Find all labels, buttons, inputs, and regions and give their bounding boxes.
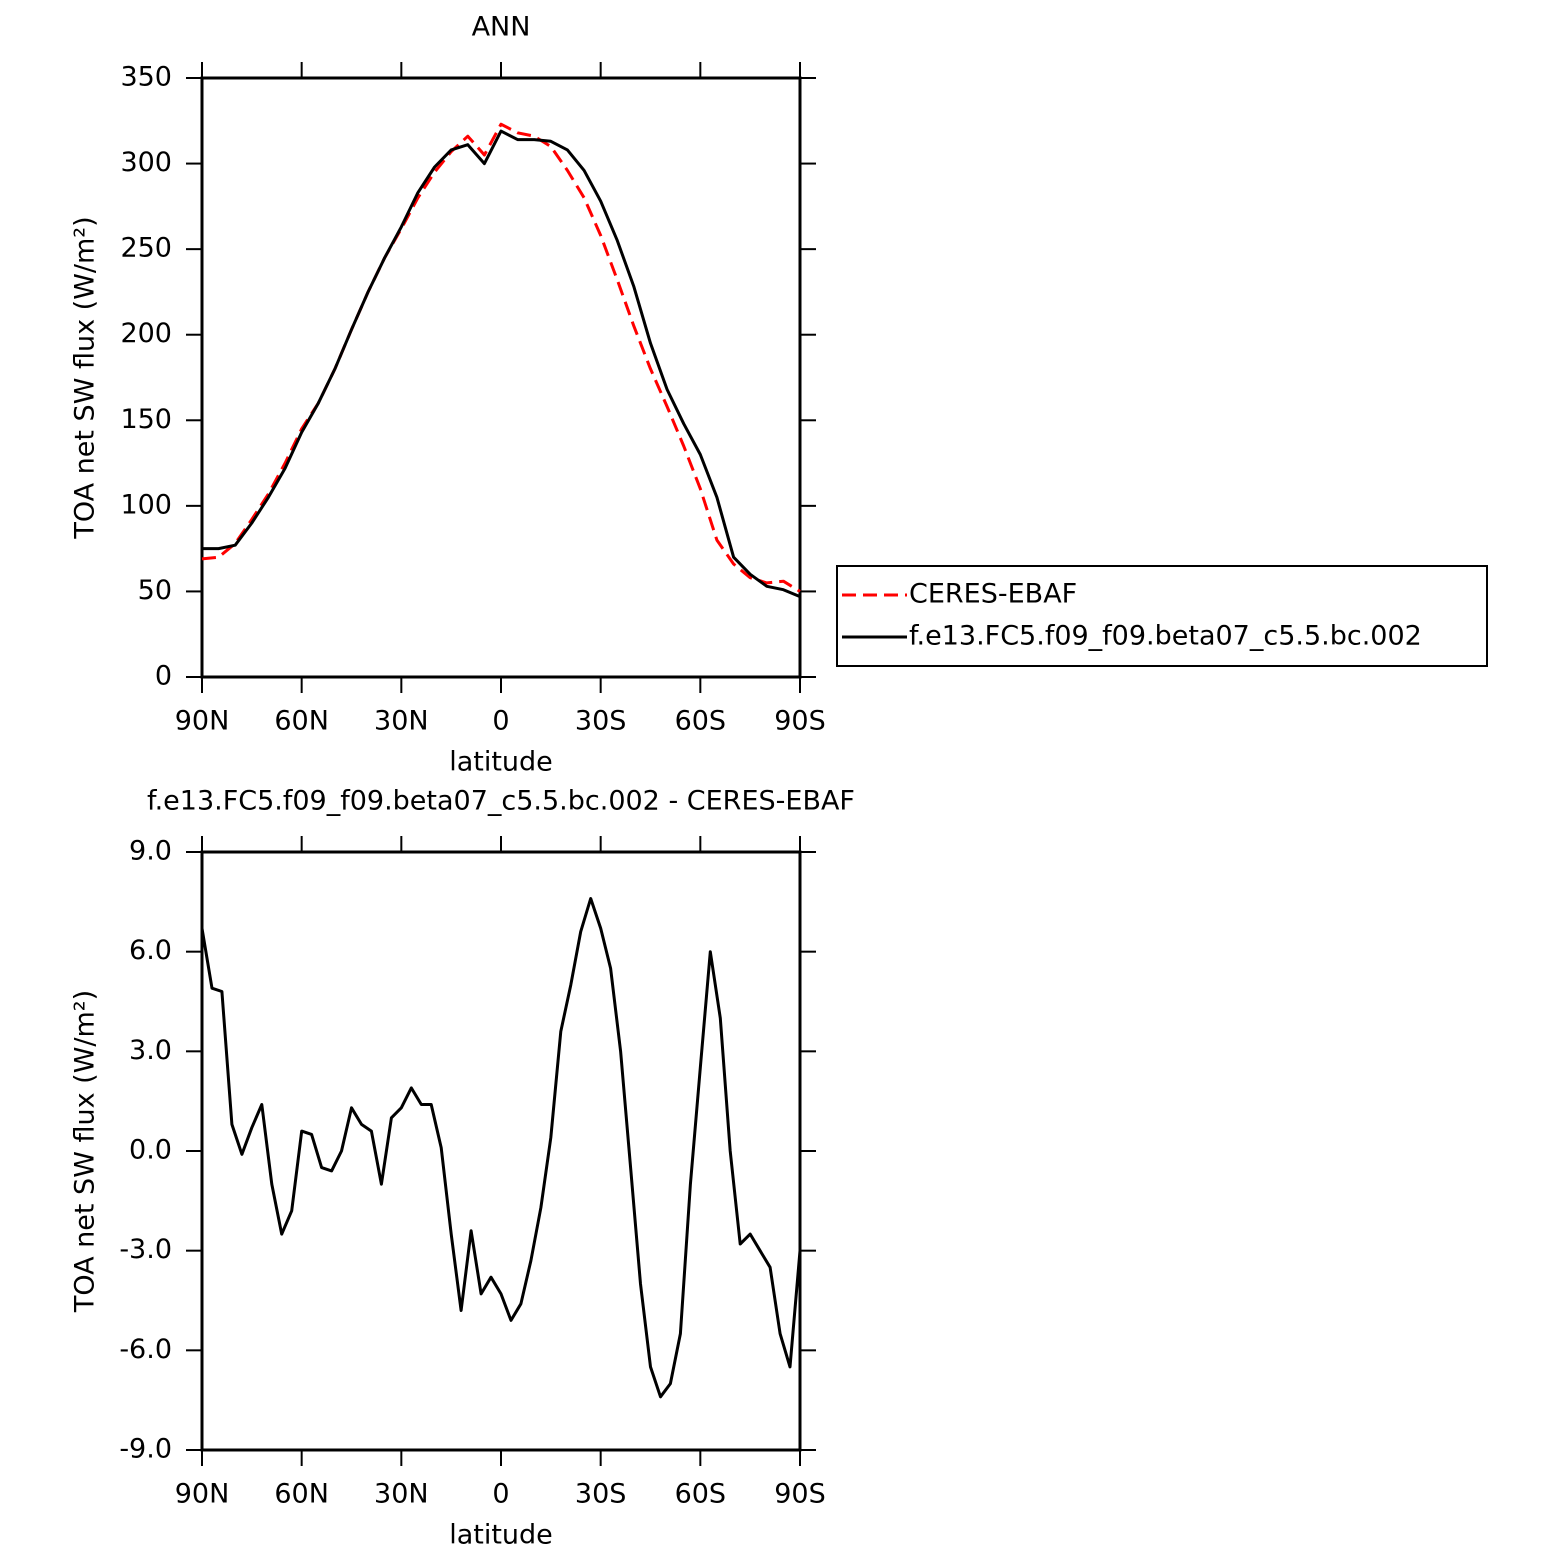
x-tick-label: 0 — [492, 706, 509, 737]
x-axis-label: latitude — [449, 1520, 553, 1551]
y-tick-label: 6.0 — [129, 935, 172, 966]
x-tick-label: 30N — [374, 1479, 429, 1510]
data-line — [202, 129, 801, 598]
x-tick-label: 60N — [274, 706, 329, 737]
x-tick-label: 60N — [274, 1479, 329, 1510]
plot-frame — [200, 850, 802, 1452]
x-tick-label: 90S — [774, 1479, 826, 1510]
data-line — [201, 122, 801, 593]
y-tick-label: -6.0 — [119, 1334, 172, 1365]
y-axis-label: TOA net SW flux (W/m²) — [70, 990, 101, 1313]
legend-label: f.e13.FC5.f09_f09.beta07_c5.5.bc.002 — [909, 621, 1422, 652]
x-tick-label: 30S — [575, 706, 627, 737]
y-tick-label: 250 — [120, 233, 172, 264]
legend-label: CERES-EBAF — [909, 579, 1077, 610]
x-tick-label: 60S — [675, 706, 727, 737]
x-tick-label: 60S — [675, 1479, 727, 1510]
y-tick-label: 100 — [120, 489, 172, 520]
x-tick-label: 90N — [175, 1479, 230, 1510]
y-tick-label: 9.0 — [129, 836, 172, 867]
x-axis-label: latitude — [449, 747, 553, 778]
x-tick-label: 30N — [374, 706, 429, 737]
data-line — [200, 897, 802, 1399]
y-tick-label: 3.0 — [129, 1035, 172, 1066]
y-tick-label: -9.0 — [119, 1434, 172, 1465]
x-tick-label: 90N — [175, 706, 230, 737]
x-tick-label: 90S — [774, 706, 826, 737]
x-tick-label: 0 — [492, 1479, 509, 1510]
y-axis-label: TOA net SW flux (W/m²) — [70, 216, 101, 539]
y-tick-label: 300 — [120, 147, 172, 178]
y-tick-label: 0 — [155, 661, 172, 692]
x-tick-label: 30S — [575, 1479, 627, 1510]
y-tick-label: 50 — [138, 575, 172, 606]
plot-frame — [200, 76, 802, 679]
chart-title: ANN — [472, 12, 531, 43]
y-tick-label: 150 — [120, 404, 172, 435]
y-tick-label: 0.0 — [129, 1135, 172, 1166]
y-tick-label: 200 — [120, 318, 172, 349]
y-tick-label: -3.0 — [119, 1234, 172, 1265]
legend-box — [836, 565, 1488, 667]
chart-title: f.e13.FC5.f09_f09.beta07_c5.5.bc.002 - C… — [147, 786, 855, 817]
y-tick-label: 350 — [120, 62, 172, 93]
